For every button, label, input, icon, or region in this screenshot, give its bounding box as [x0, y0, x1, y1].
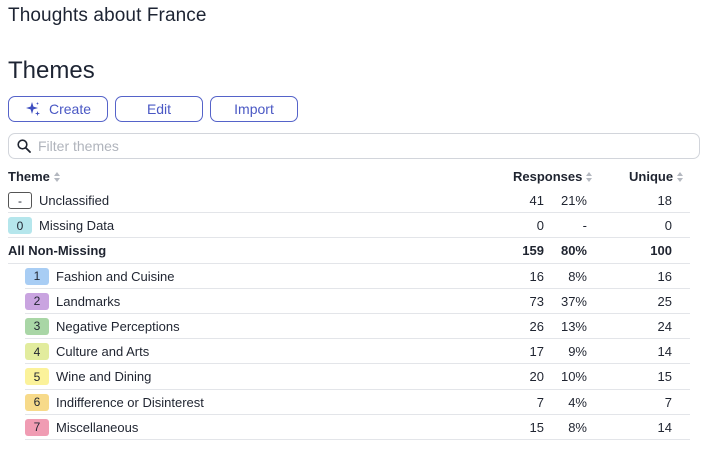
response-count: 159	[522, 243, 544, 259]
table-row-unclassified[interactable]: - Unclassified 41 21% 18	[8, 188, 690, 214]
theme-code-badge: 2	[25, 292, 49, 310]
theme-code-badge: 5	[25, 368, 49, 386]
theme-label: Culture and Arts	[56, 344, 150, 360]
unique-count: 18	[657, 193, 672, 208]
theme-label: Miscellaneous	[56, 419, 139, 435]
theme-code-badge: 0	[8, 217, 32, 235]
response-percent: 37%	[560, 293, 587, 309]
table-row-theme[interactable]: 1 Fashion and Cuisine 16 8% 16	[25, 264, 690, 289]
themes-table-header: Theme Responses Unique	[8, 166, 690, 188]
theme-code-badge: 3	[25, 317, 49, 335]
response-percent: 9%	[568, 344, 587, 360]
sparkle-icon	[25, 102, 40, 116]
response-count: 7	[536, 394, 544, 410]
themes-table-body: - Unclassified 41 21% 18 0 Missing Data …	[8, 188, 690, 440]
response-count: 15	[529, 419, 544, 435]
theme-label: Unclassified	[39, 193, 110, 208]
sort-icon	[677, 171, 684, 182]
table-row-theme[interactable]: 4 Culture and Arts 17 9% 14	[25, 339, 690, 365]
response-percent: 8%	[568, 268, 587, 284]
response-percent: 13%	[560, 318, 587, 334]
unique-count: 14	[657, 344, 672, 360]
themes-toolbar: Create Edit Import	[8, 96, 298, 122]
theme-code-badge: -	[8, 192, 32, 209]
theme-label: Missing Data	[39, 218, 115, 234]
page-title: Themes	[8, 57, 95, 84]
table-row-theme[interactable]: 2 Landmarks 73 37% 25	[25, 289, 690, 314]
unique-count: 24	[657, 318, 672, 334]
response-count: 41	[529, 193, 544, 208]
response-count: 20	[529, 369, 544, 385]
response-percent: 80%	[560, 243, 587, 259]
table-row-theme[interactable]: 5 Wine and Dining 20 10% 15	[25, 364, 690, 390]
table-row-theme[interactable]: 3 Negative Perceptions 26 13% 24	[25, 314, 690, 340]
create-button[interactable]: Create	[8, 96, 108, 122]
theme-label: Fashion and Cuisine	[56, 268, 175, 284]
unique-count: 14	[657, 419, 672, 435]
unique-count: 0	[664, 218, 672, 234]
response-count: 26	[529, 318, 544, 334]
response-count: 73	[529, 293, 544, 309]
sort-icon	[53, 171, 61, 182]
sort-icon	[586, 171, 593, 182]
unique-count: 16	[657, 268, 672, 284]
unique-count: 25	[657, 293, 672, 309]
import-button[interactable]: Import	[210, 96, 298, 122]
theme-column-header[interactable]: Theme	[8, 169, 61, 184]
responses-column-header[interactable]: Responses	[513, 169, 593, 184]
filter-themes-input[interactable]	[38, 138, 638, 154]
theme-label: Landmarks	[56, 293, 121, 309]
theme-label: Negative Perceptions	[56, 318, 180, 334]
table-row-theme[interactable]: 7 Miscellaneous 15 8% 14	[25, 415, 690, 440]
unique-count: 15	[657, 369, 672, 385]
theme-code-badge: 6	[25, 393, 49, 411]
filter-themes-field[interactable]	[8, 133, 700, 159]
response-percent: 10%	[560, 369, 587, 385]
responses-column-label: Responses	[513, 169, 583, 184]
response-count: 17	[529, 344, 544, 360]
table-row-all-non-missing[interactable]: All Non-Missing 159 80% 100	[8, 238, 690, 264]
unique-column-label: Unique	[629, 169, 674, 184]
response-percent: 21%	[560, 193, 587, 208]
response-percent: 8%	[568, 419, 587, 435]
table-row-missing-data[interactable]: 0 Missing Data 0 - 0	[8, 213, 690, 239]
create-button-label: Create	[48, 101, 92, 117]
response-percent: -	[582, 218, 587, 234]
theme-code-badge: 1	[25, 267, 49, 285]
theme-label: Indifference or Disinterest	[56, 394, 204, 410]
survey-title: Thoughts about France	[8, 5, 207, 26]
response-percent: 4%	[568, 394, 587, 410]
unique-count: 100	[650, 243, 672, 259]
unique-column-header[interactable]: Unique	[629, 169, 684, 184]
theme-label: Wine and Dining	[56, 369, 152, 385]
theme-code-badge: 4	[25, 343, 49, 361]
theme-code-badge: 7	[25, 418, 49, 436]
table-row-theme[interactable]: 6 Indifference or Disinterest 7 4% 7	[25, 390, 690, 415]
unique-count: 7	[664, 394, 672, 410]
theme-column-label: Theme	[8, 169, 50, 184]
summary-label: All Non-Missing	[8, 243, 107, 259]
response-count: 0	[536, 218, 544, 234]
response-count: 16	[529, 268, 544, 284]
search-icon	[17, 139, 31, 153]
edit-button[interactable]: Edit	[115, 96, 203, 122]
